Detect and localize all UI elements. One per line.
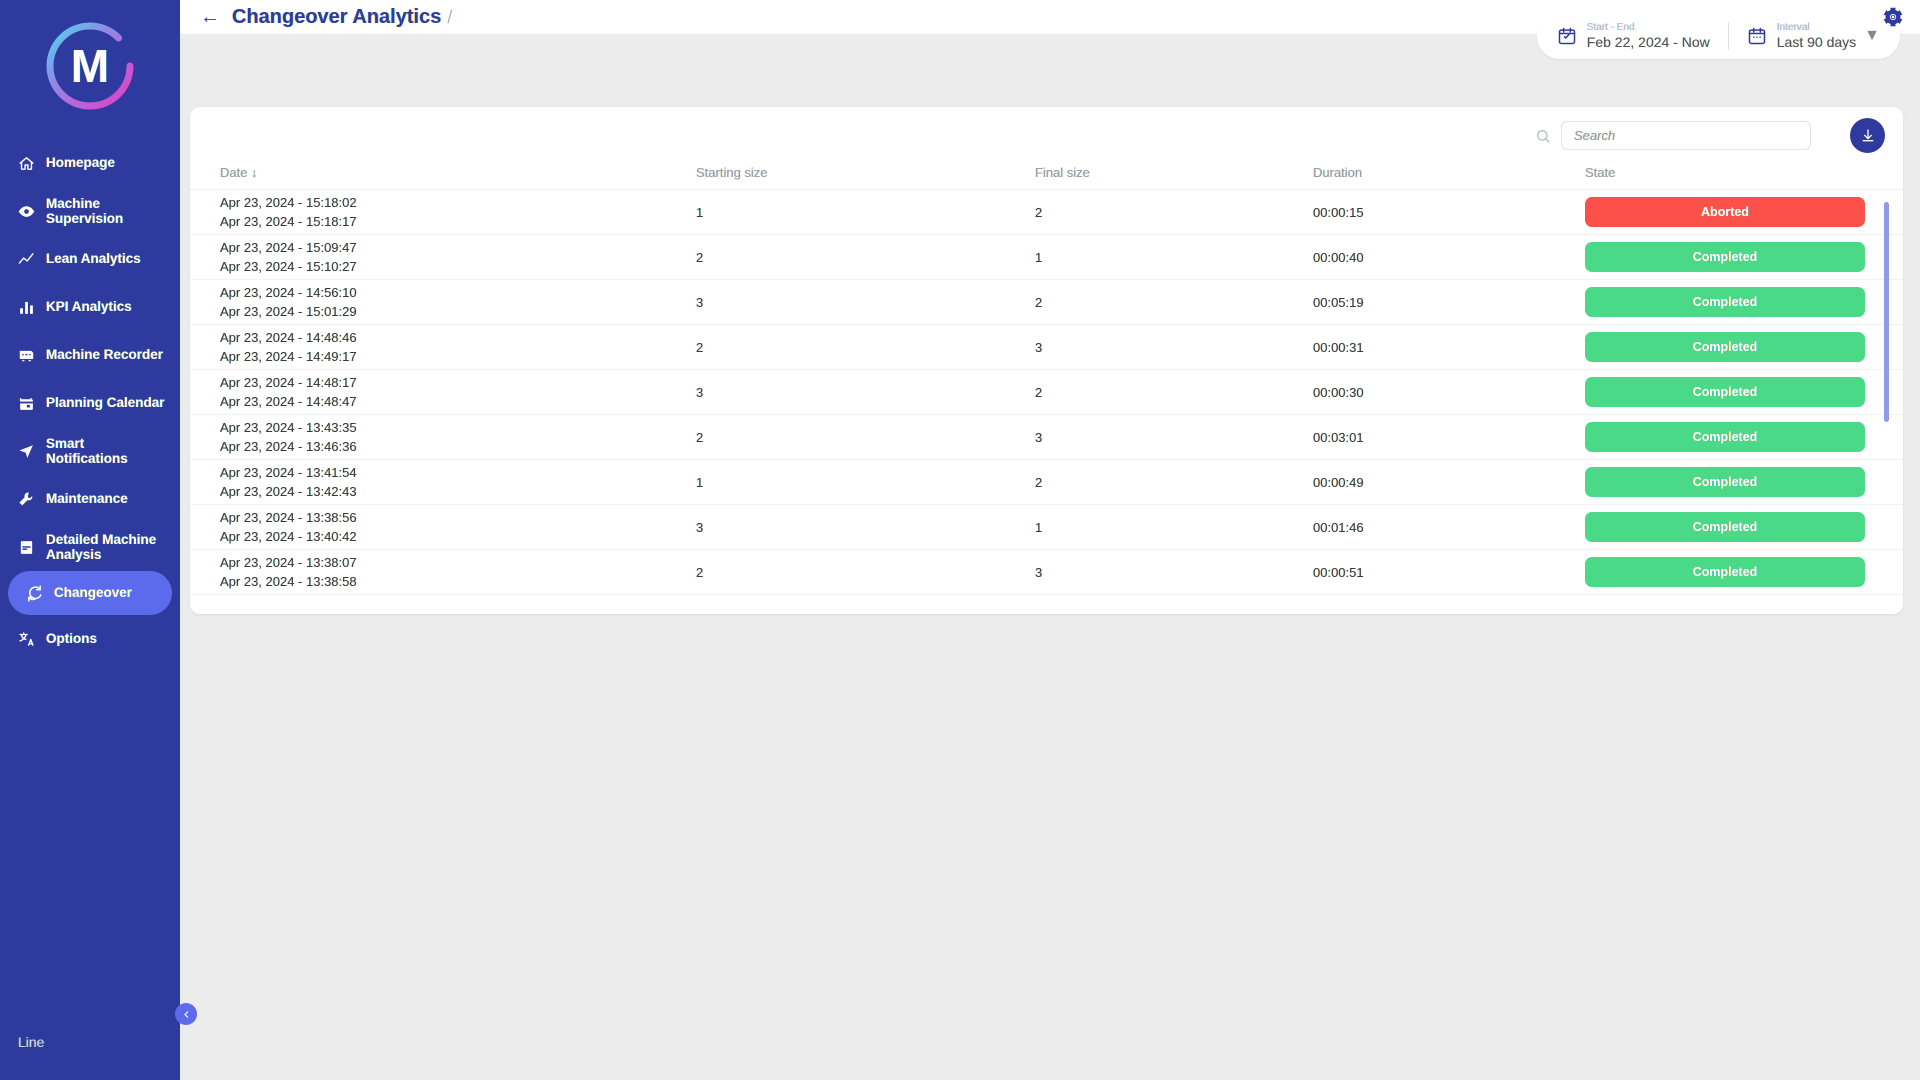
svg-text:M: M <box>71 40 109 92</box>
